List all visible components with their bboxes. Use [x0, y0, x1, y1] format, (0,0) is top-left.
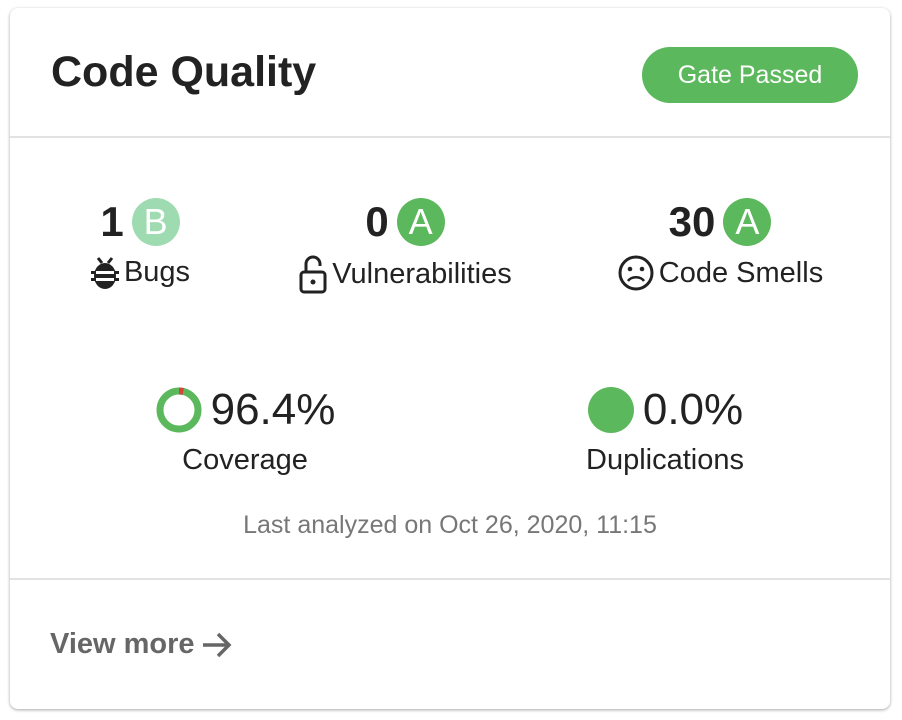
code-smells-label: Code Smells	[658, 256, 824, 289]
code-smells-grade-badge: A	[723, 198, 772, 246]
bugs-count: 1	[100, 198, 124, 245]
vulnerabilities-label: Vulnerabilities	[332, 257, 512, 290]
bug-icon	[90, 257, 119, 289]
footer-divider	[10, 578, 890, 580]
coverage-uncovered-arc	[156, 387, 202, 433]
vulnerabilities-grade-badge: A	[396, 198, 445, 246]
vulnerabilities-count: 0	[365, 198, 389, 245]
sad-face-icon	[618, 255, 654, 291]
gate-status-badge: Gate Passed	[642, 47, 858, 103]
bugs-label: Bugs	[123, 255, 191, 288]
arrow-right-icon	[202, 632, 232, 657]
coverage-value: 96.4%	[210, 385, 336, 434]
code-smells-metric[interactable]: 30 A Code Smells	[590, 196, 850, 292]
view-more-link[interactable]: View more	[50, 628, 233, 661]
duplications-value: 0.0%	[642, 385, 744, 434]
duplications-circle-icon	[587, 387, 634, 433]
code-smells-count: 30	[668, 198, 716, 245]
coverage-donut-icon	[156, 387, 202, 433]
coverage-label: Coverage	[182, 444, 308, 476]
card-header: Code Quality Gate Passed	[10, 8, 890, 138]
bugs-grade-badge: B	[131, 198, 180, 246]
last-analyzed: Last analyzed on Oct 26, 2020, 11:15	[243, 511, 657, 539]
duplications-label: Duplications	[586, 444, 744, 476]
duplications-metric[interactable]: 0.0% Duplications	[560, 382, 770, 477]
unlock-icon	[299, 255, 327, 294]
card-title: Code Quality	[51, 48, 317, 96]
coverage-metric[interactable]: 96.4% Coverage	[130, 382, 360, 477]
view-more-label: View more	[50, 628, 195, 660]
